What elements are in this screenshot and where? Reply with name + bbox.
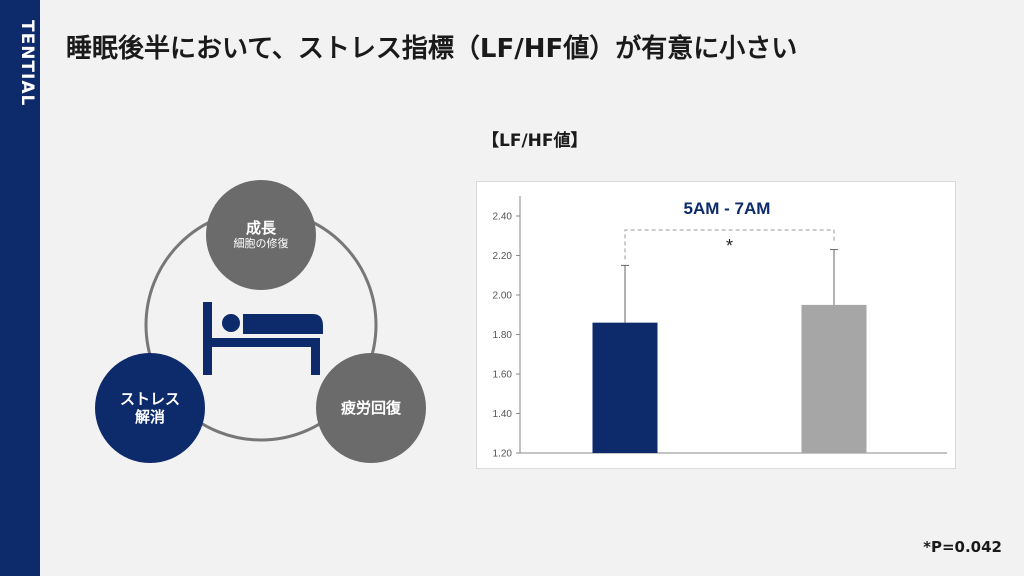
significance-marker: * <box>726 236 733 256</box>
significance-bracket <box>624 229 835 260</box>
fatigue-label: 疲労回復 <box>340 399 401 417</box>
bed-icon <box>203 302 323 375</box>
y-tick-label: 2.40 <box>493 212 513 223</box>
y-tick-label: 1.40 <box>493 409 513 420</box>
chart-title: 【LF/HF値】 <box>482 131 588 151</box>
p-value-footnote: *P=0.042 <box>923 538 1002 556</box>
y-tick-label: 1.20 <box>493 449 513 460</box>
y-tick-label: 2.20 <box>493 251 513 262</box>
y-tick-label: 2.00 <box>493 291 513 302</box>
stress-label: ストレス <box>119 390 180 408</box>
sidebar: TENTIAL <box>0 0 40 576</box>
bar-chart: 1.20 1.40 1.60 1.80 2.00 2.20 2.40 * 5AM - 7AM <box>493 196 947 460</box>
growth-circle: 成長 細胞の修復 <box>206 180 316 290</box>
fatigue-recovery-circle: 疲労回復 <box>316 353 426 463</box>
bar <box>801 304 867 453</box>
growth-sublabel: 細胞の修復 <box>233 237 289 250</box>
stress-relief-circle: ストレス 解消 <box>95 353 205 463</box>
y-tick-label: 1.80 <box>493 330 513 341</box>
bar <box>592 322 658 453</box>
growth-label: 成長 <box>245 219 276 237</box>
chart-panel: 1.20 1.40 1.60 1.80 2.00 2.20 2.40 * 5AM - 7AM <box>476 181 956 469</box>
sleep-benefits-diagram: 成長 細胞の修復 ストレス 解消 疲労回復 <box>90 175 450 475</box>
slide-title: 睡眠後半において、ストレス指標（LF/HF値）が有意に小さい <box>66 34 798 64</box>
brand-logo: TENTIAL <box>17 20 37 107</box>
time-range-label: 5AM - 7AM <box>684 199 771 218</box>
stress-sublabel: 解消 <box>134 408 165 426</box>
y-tick-label: 1.60 <box>493 370 513 381</box>
